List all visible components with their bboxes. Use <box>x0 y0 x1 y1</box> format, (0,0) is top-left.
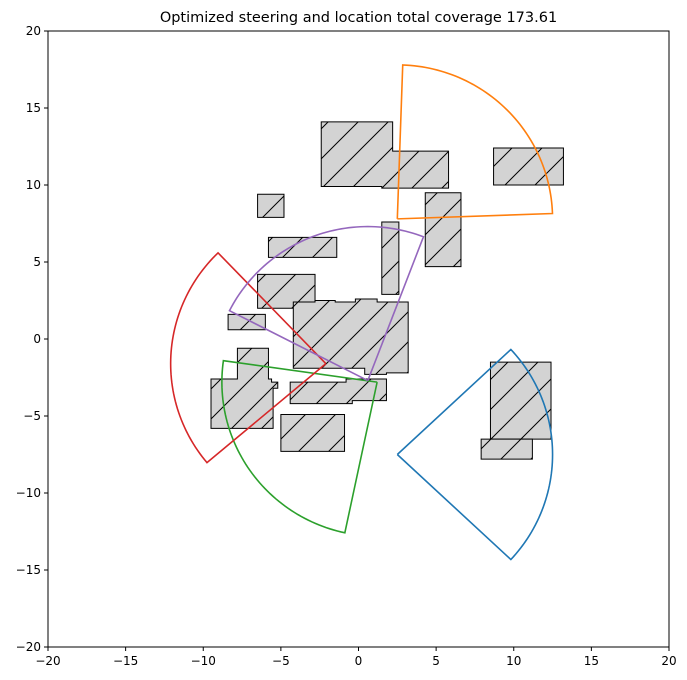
y-tick-label: −15 <box>16 563 41 577</box>
x-tick-label: 20 <box>661 654 676 668</box>
obstacle-12 <box>280 413 346 452</box>
y-tick-label: 5 <box>33 255 41 269</box>
obstacle-6 <box>424 192 462 268</box>
obstacle-5 <box>381 221 400 295</box>
chart-title: Optimized steering and location total co… <box>160 10 557 26</box>
y-tick-label: 0 <box>33 332 41 346</box>
x-tick-label: −5 <box>272 654 290 668</box>
obstacle-8 <box>227 313 266 331</box>
x-tick-label: −20 <box>35 654 60 668</box>
obstacle-9 <box>292 298 409 375</box>
y-axis: −20 −15 −10 −5 0 5 10 15 20 <box>16 24 48 654</box>
plot-area <box>169 64 564 561</box>
coverage-sector-2 <box>396 64 554 220</box>
y-tick-label: −5 <box>23 409 41 423</box>
coverage-sector-5 <box>228 225 425 382</box>
obstacles-layer <box>210 121 564 460</box>
obstacle-10 <box>210 347 279 429</box>
obstacle-1 <box>320 121 450 189</box>
x-tick-label: 10 <box>506 654 521 668</box>
obstacle-3 <box>257 193 285 218</box>
y-tick-label: −10 <box>16 486 41 500</box>
coverage-sector-4 <box>169 251 327 464</box>
x-tick-label: 0 <box>355 654 363 668</box>
obstacle-11 <box>289 378 387 405</box>
coverage-sector-1 <box>396 348 554 561</box>
obstacle-14 <box>480 438 533 460</box>
coverage-sector-3 <box>221 359 378 534</box>
obstacle-2 <box>493 147 564 186</box>
coverage-sectors-layer <box>169 64 554 561</box>
y-tick-label: 10 <box>26 178 41 192</box>
x-tick-label: −15 <box>113 654 138 668</box>
y-tick-label: 20 <box>26 24 41 38</box>
y-tick-label: −20 <box>16 640 41 654</box>
x-tick-label: −10 <box>191 654 216 668</box>
obstacle-4 <box>267 236 338 258</box>
x-axis: −20 −15 −10 −5 0 5 10 15 20 <box>35 647 677 668</box>
y-tick-label: 15 <box>26 101 41 115</box>
x-tick-label: 15 <box>584 654 599 668</box>
x-tick-label: 5 <box>432 654 440 668</box>
